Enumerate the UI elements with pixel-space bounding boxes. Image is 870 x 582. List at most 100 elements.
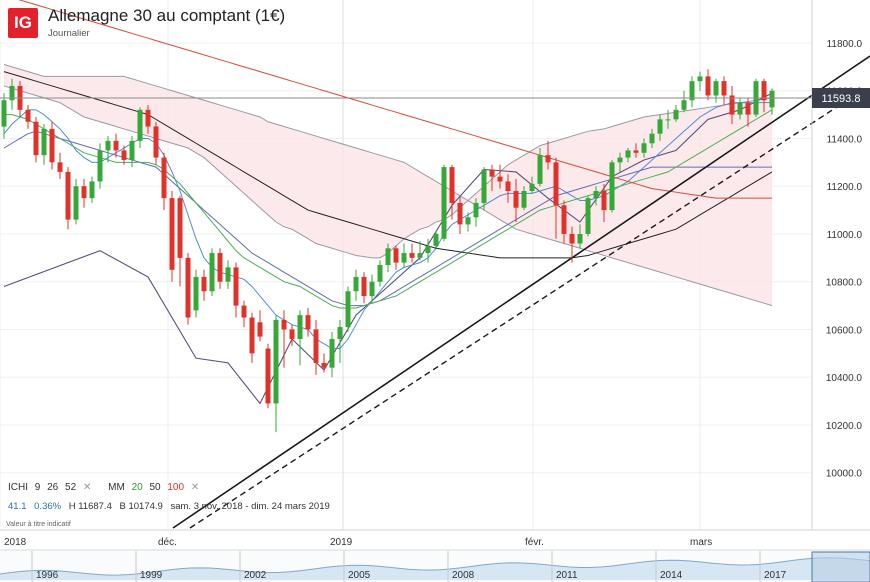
navigator-year-label: 1996 (36, 570, 59, 581)
candle-body (97, 150, 103, 182)
candle-body (129, 140, 135, 160)
ichi-param-1: 9 (34, 482, 41, 493)
candle-body (489, 169, 495, 177)
candle-body (225, 267, 231, 282)
candle-body (769, 90, 775, 108)
candle-body (289, 329, 295, 340)
mm-param-50: 50 (149, 482, 161, 493)
navigator-year-label: 2011 (556, 570, 578, 581)
candle-body (513, 190, 519, 208)
candle-body (681, 100, 687, 110)
candle-body (737, 102, 743, 115)
timeframe-label: Journalier (48, 28, 90, 39)
candle-body (761, 81, 767, 101)
remove-mm-icon[interactable]: ✕ (190, 482, 200, 493)
y-tick-label: 11000.0 (827, 230, 863, 241)
candle-body (185, 257, 191, 318)
navigator-year-label: 2008 (452, 570, 475, 581)
candle-body (657, 119, 663, 134)
trendline-dashed[interactable] (189, 91, 861, 529)
chart-header: IG Allemagne 30 au comptant (1€) Journal… (0, 0, 400, 42)
navigator-area (0, 557, 870, 580)
current-price-tag: 11593.8 (812, 88, 870, 108)
candle-body (521, 190, 527, 208)
candle-body (345, 291, 351, 328)
ichi-param-3: 52 (65, 482, 77, 493)
candle-body (153, 126, 159, 158)
change-percent: 0.36% (34, 501, 62, 512)
candle-body (401, 253, 407, 263)
candle-body (393, 248, 399, 263)
candle-body (121, 150, 127, 160)
ichi-lagging-line (3, 92, 773, 405)
x-tick-label: févr. (525, 537, 544, 548)
candle-body (497, 176, 503, 182)
stats-line: 41.1 0.36% H 11687.4 B 10174.9 sam. 3 no… (8, 501, 335, 512)
indicative-note: Valeur à titre indicatif (6, 521, 71, 528)
candle-body (705, 76, 711, 96)
mm-param-100: 100 (167, 482, 185, 493)
candle-body (449, 167, 455, 203)
candle-body (425, 245, 431, 254)
candle-body (113, 140, 119, 151)
candle-body (713, 81, 719, 96)
candle-body (73, 186, 79, 220)
candle-body (201, 276, 207, 292)
candle-body (649, 133, 655, 144)
candle-body (673, 109, 679, 120)
candle-body (617, 157, 623, 163)
candle-body (457, 202, 463, 225)
y-axis: 11800.011600.011400.011200.011000.010800… (811, 0, 863, 530)
candle-body (593, 190, 599, 199)
candle-body (145, 109, 151, 127)
candle-body (337, 327, 343, 340)
trendlines[interactable] (172, 55, 870, 529)
trendline-solid[interactable] (172, 55, 870, 529)
candle-body (177, 198, 183, 258)
candle-body (329, 339, 335, 368)
candle-body (409, 253, 415, 258)
candle-body (161, 157, 167, 199)
navigator-year-label: 2017 (764, 570, 787, 581)
candle-body (545, 155, 551, 163)
candle-body (641, 143, 647, 153)
candle-body (89, 181, 95, 199)
candle-body (537, 155, 543, 184)
navigator-year-label: 1999 (140, 570, 163, 581)
candle-body (57, 162, 63, 172)
candle-body (41, 128, 47, 156)
ichi-param-2: 26 (47, 482, 59, 493)
candle-body (553, 162, 559, 206)
instrument-title: Allemagne 30 au comptant (1€) (48, 6, 286, 25)
candle-body (65, 171, 71, 220)
y-tick-label: 10000.0 (826, 469, 863, 480)
x-tick-label: mars (690, 537, 712, 548)
candle-body (297, 315, 303, 340)
remove-ichi-icon[interactable]: ✕ (82, 482, 92, 493)
candle-body (465, 217, 471, 225)
candle-body (9, 85, 15, 101)
candle-body (169, 198, 175, 270)
candlesticks (1, 69, 775, 433)
ig-logo: IG (8, 8, 38, 38)
navigator-line (0, 557, 870, 576)
candle-body (273, 319, 279, 404)
candle-body (33, 121, 39, 156)
candle-body (505, 181, 511, 191)
candle-body (441, 167, 447, 239)
low-value: B 10174.9 (119, 501, 163, 512)
y-tick-label: 10200.0 (826, 421, 863, 432)
candle-body (209, 253, 215, 292)
y-tick-label: 11800.0 (827, 39, 863, 50)
mm100-line (18, 0, 772, 199)
candle-body (601, 190, 607, 211)
candle-body (625, 150, 631, 158)
navigator[interactable]: 1996 1999 2002 2005 2008 2011 2014 2017 (0, 549, 870, 582)
navigator-window (811, 551, 870, 582)
candle-body (529, 183, 535, 191)
change-value: 41.1 (8, 501, 27, 512)
candle-body (433, 233, 439, 246)
mm-param-20: 20 (131, 482, 143, 493)
candle-body (369, 281, 375, 297)
